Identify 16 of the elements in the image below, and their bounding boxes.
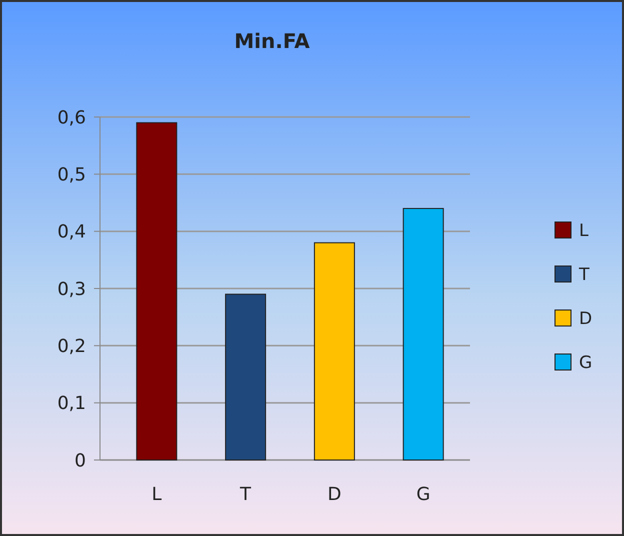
- y-tick-label: 0,1: [57, 393, 86, 414]
- x-tick-label: T: [239, 484, 252, 505]
- chart-title: Min.FA: [234, 29, 310, 53]
- y-tick-label: 0,5: [57, 164, 86, 186]
- legend-label: G: [579, 352, 592, 373]
- y-tick-label: 0: [74, 450, 86, 472]
- x-tick-label: L: [152, 484, 162, 505]
- y-tick-label: 0,4: [57, 222, 86, 243]
- y-tick-label: 0,2: [57, 336, 86, 357]
- x-tick-label: G: [416, 484, 430, 505]
- x-tick-label: D: [328, 484, 342, 505]
- y-tick-label: 0,6: [57, 107, 86, 128]
- legend-label: D: [579, 308, 592, 329]
- legend-label: L: [579, 220, 589, 241]
- legend-label: T: [578, 264, 590, 285]
- y-tick-label: 0,3: [57, 278, 86, 300]
